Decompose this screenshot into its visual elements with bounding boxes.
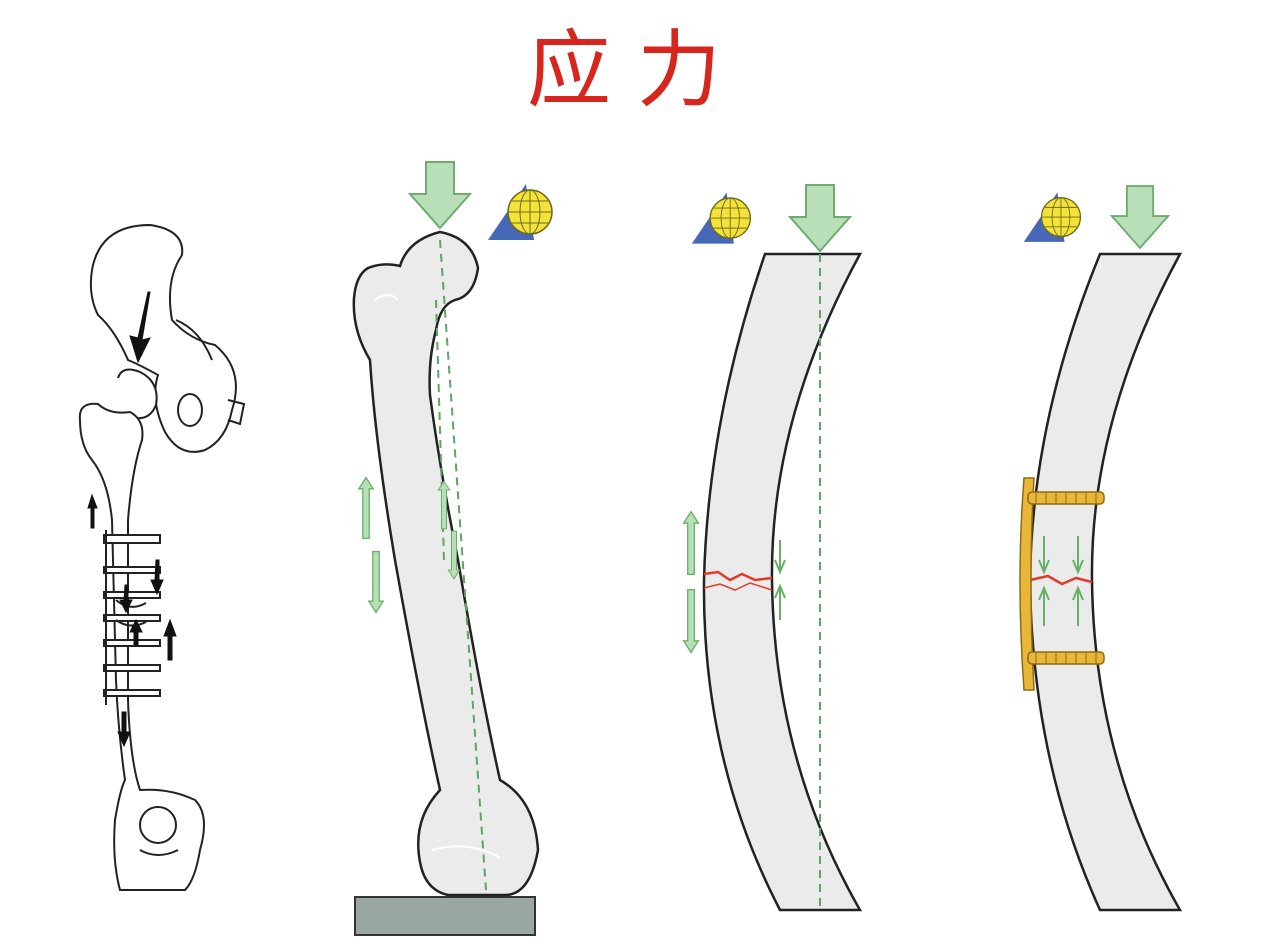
stress-arrow-down-icon	[367, 550, 385, 614]
stress-arrow-up-icon	[682, 510, 700, 576]
pelvis-outline	[89, 223, 237, 453]
arrow-down-icon	[129, 291, 151, 364]
bone-plate	[1019, 477, 1035, 691]
arrow-down-icon	[117, 711, 131, 748]
compression-arrow-down-icon	[774, 540, 786, 575]
globe-triangle-icon	[1023, 191, 1082, 243]
hip-femur-plate-line-drawing	[78, 223, 246, 891]
compression-arrow-up-icon	[1072, 585, 1084, 626]
stress-arrow-up-icon	[357, 476, 375, 540]
femur-under-axial-load	[352, 161, 553, 936]
compression-arrow-up-icon	[774, 583, 786, 620]
compression-arrow-down-icon	[1038, 536, 1050, 575]
curved-bone-with-plate-fixation	[1019, 185, 1183, 912]
ground-block	[354, 896, 536, 936]
arrow-down-icon	[150, 559, 164, 596]
arrow-up-icon	[129, 618, 143, 646]
compression-arrow-down-icon	[1072, 536, 1084, 575]
femoral-head	[117, 368, 158, 420]
stress-arrow-down-icon	[682, 588, 700, 654]
globe-triangle-icon	[691, 191, 752, 245]
fracture-line	[1029, 574, 1093, 586]
femur-shaded	[352, 230, 540, 897]
globe-triangle-icon	[487, 183, 553, 241]
load-arrow-icon	[789, 184, 851, 252]
curved-bone-with-fracture	[682, 184, 863, 912]
panel1-arrows	[87, 291, 177, 748]
femur-outline	[78, 402, 205, 891]
curved-bone-shape	[1028, 252, 1183, 912]
curved-bone-shape	[702, 252, 863, 912]
arrow-up-icon	[163, 618, 177, 661]
load-arrow-icon	[409, 161, 471, 229]
fracture-line	[703, 570, 773, 582]
load-axis-line	[439, 239, 487, 891]
arrow-up-icon	[87, 493, 98, 529]
arrow-down-icon	[119, 584, 133, 614]
load-arrow-icon	[1110, 185, 1170, 249]
compression-arrow-up-icon	[1038, 585, 1050, 626]
slide-title: 应力	[526, 21, 747, 119]
